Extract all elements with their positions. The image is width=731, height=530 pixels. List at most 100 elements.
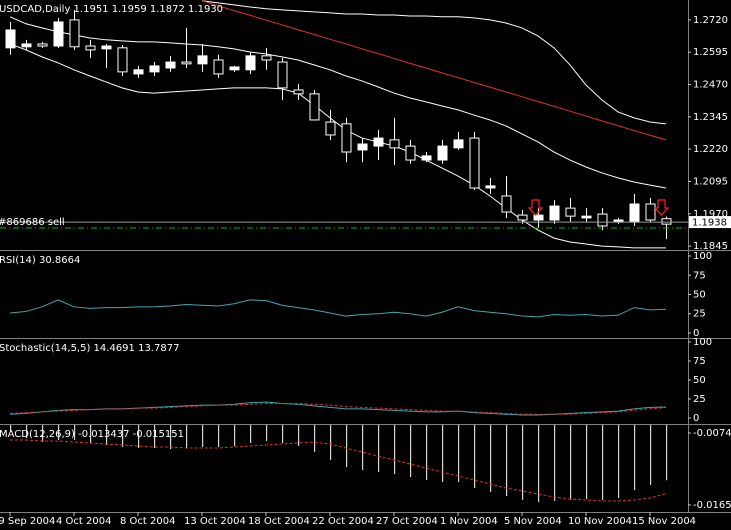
candle-body bbox=[661, 218, 672, 225]
histogram-bar bbox=[138, 425, 140, 448]
panel bbox=[10, 425, 668, 503]
x-tick-label: 15 Nov 2004 bbox=[632, 516, 696, 527]
histogram-bar bbox=[458, 425, 460, 483]
panel-title: USDCAD,Daily 1.1951 1.1959 1.1872 1.1930 bbox=[0, 4, 223, 15]
candle-body bbox=[197, 55, 208, 65]
candle-body bbox=[437, 145, 448, 161]
histogram-bar bbox=[106, 425, 108, 445]
histogram-bar bbox=[266, 425, 268, 442]
panel bbox=[0, 0, 688, 249]
candle-body bbox=[133, 69, 144, 75]
y-tick-label: 100 bbox=[693, 337, 712, 348]
histogram-bar bbox=[666, 425, 668, 481]
candle-body bbox=[229, 66, 240, 71]
panel bbox=[9, 299, 667, 318]
candle-body bbox=[277, 61, 288, 89]
order-label: #869686 sell bbox=[0, 217, 65, 228]
candle-body bbox=[517, 214, 528, 221]
histogram-bar bbox=[538, 425, 540, 503]
candle-body bbox=[581, 215, 592, 219]
candle-body bbox=[373, 137, 384, 147]
histogram-bar bbox=[10, 425, 12, 433]
histogram-bar bbox=[506, 425, 508, 496]
panel-title: Stochastic(14,5,5) 14.4691 13.7877 bbox=[0, 343, 179, 354]
histogram-bar bbox=[154, 425, 156, 448]
candle-body bbox=[549, 205, 560, 221]
y-tick-label: 25 bbox=[693, 309, 706, 320]
histogram-bar bbox=[394, 425, 396, 475]
histogram-bar bbox=[90, 425, 92, 444]
candle-body bbox=[85, 45, 96, 51]
histogram-bar bbox=[74, 425, 76, 440]
bid-label: 1.1938 bbox=[692, 218, 727, 229]
y-tick-label: 1.2345 bbox=[693, 112, 728, 123]
x-tick-label: 13 Oct 2004 bbox=[184, 516, 246, 527]
candle-body bbox=[53, 21, 64, 47]
indicator-line bbox=[9, 16, 667, 189]
histogram-bar bbox=[234, 425, 236, 447]
candle-body bbox=[357, 143, 368, 151]
histogram-bar bbox=[634, 425, 636, 490]
candle-body bbox=[485, 185, 496, 189]
histogram-bar bbox=[170, 425, 172, 450]
y-tick-label: 1.1970 bbox=[693, 209, 728, 220]
x-tick-label: 8 Oct 2004 bbox=[120, 516, 175, 527]
candle-body bbox=[245, 55, 256, 71]
candle-body bbox=[421, 155, 432, 161]
histogram-bar bbox=[122, 425, 124, 448]
candle-body bbox=[5, 29, 16, 49]
histogram-bar bbox=[282, 425, 284, 444]
sell-arrow bbox=[653, 199, 670, 216]
y-tick-label: 50 bbox=[693, 375, 706, 386]
candle-body bbox=[149, 65, 160, 73]
histogram-bar bbox=[250, 425, 252, 444]
sell-arrow bbox=[527, 199, 544, 216]
y-tick-label: 1.2720 bbox=[693, 15, 728, 26]
histogram-bar bbox=[58, 425, 60, 440]
indicator-line bbox=[9, 403, 667, 415]
x-tick-label: 22 Oct 2004 bbox=[312, 516, 374, 527]
candle-body bbox=[389, 139, 400, 149]
histogram-bar bbox=[586, 425, 588, 499]
candle-body bbox=[69, 19, 80, 48]
panel-title: RSI(14) 30.8664 bbox=[0, 255, 80, 266]
x-tick-label: 10 Nov 2004 bbox=[568, 516, 632, 527]
y-tick-label: -0.00748 bbox=[693, 428, 731, 439]
histogram-bar bbox=[442, 425, 444, 483]
candle-body bbox=[533, 214, 544, 221]
candle-body bbox=[261, 55, 272, 61]
y-tick-label: 75 bbox=[693, 356, 706, 367]
indicator-line bbox=[9, 43, 666, 249]
y-tick-label: 75 bbox=[693, 270, 706, 281]
candle-body bbox=[629, 203, 640, 223]
histogram-bar bbox=[410, 425, 412, 478]
candle-body bbox=[21, 43, 32, 48]
indicator-line bbox=[9, 299, 667, 318]
histogram-bar bbox=[474, 425, 476, 488]
candle-body bbox=[565, 207, 576, 217]
histogram-bar bbox=[362, 425, 364, 470]
candle-body bbox=[37, 43, 48, 47]
histogram-bar bbox=[490, 425, 492, 493]
histogram-bar bbox=[42, 425, 44, 443]
y-tick-label: 0 bbox=[693, 413, 699, 424]
x-tick-label: 5 Nov 2004 bbox=[504, 516, 562, 527]
histogram-bar bbox=[554, 425, 556, 501]
panel-title: MACD(12,26,9) -0.013437 -0.015151 bbox=[0, 429, 184, 440]
candle-body bbox=[453, 139, 464, 149]
indicator-line bbox=[201, 0, 667, 141]
histogram-bar bbox=[186, 425, 188, 448]
candle-body bbox=[325, 121, 336, 136]
histogram-bar bbox=[602, 425, 604, 500]
x-tick-label: 1 Nov 2004 bbox=[440, 516, 498, 527]
x-tick-label: 4 Oct 2004 bbox=[56, 516, 111, 527]
y-tick-label: 100 bbox=[693, 251, 712, 262]
y-tick-label: 1.2095 bbox=[693, 176, 728, 187]
candle-body bbox=[341, 123, 352, 153]
candle-body bbox=[213, 59, 224, 75]
histogram-bar bbox=[346, 425, 348, 468]
histogram-bar bbox=[330, 425, 332, 460]
